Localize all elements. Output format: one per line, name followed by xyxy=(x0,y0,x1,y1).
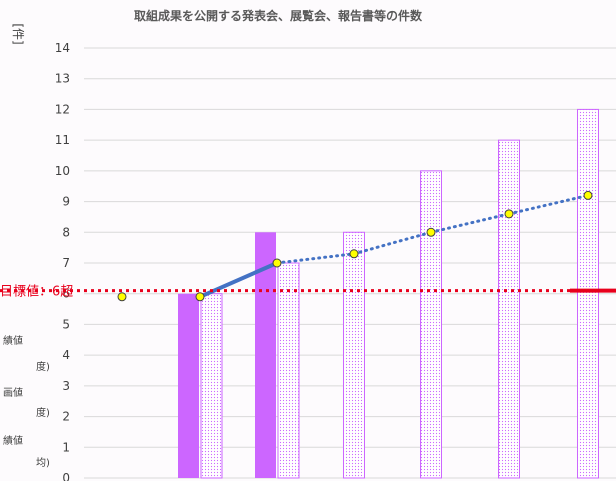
bar-plan xyxy=(577,108,599,479)
y-tick-label: 3 xyxy=(62,379,70,393)
trend-line-dotted-segment xyxy=(275,252,356,265)
trend-line-point xyxy=(117,292,127,302)
target-label: 目標値：6超 xyxy=(0,284,73,300)
y-tick-label: 9 xyxy=(62,195,70,209)
legend-fragments: 績値度)画値度)績値均) xyxy=(3,334,50,469)
legend-fragment: 績値 xyxy=(3,434,23,447)
bar-plan xyxy=(343,231,365,479)
bars xyxy=(178,108,599,479)
target-line-group: 目標値：6超 xyxy=(0,284,616,300)
y-tick-label: 8 xyxy=(62,225,70,239)
legend-fragment: 度) xyxy=(36,360,50,373)
y-tick-label: 6 xyxy=(62,287,70,301)
y-tick-label: 4 xyxy=(62,348,70,362)
y-tick-label: 10 xyxy=(55,164,70,178)
y-axis-label: [件] xyxy=(11,23,25,44)
y-axis-label-group: [件] xyxy=(11,23,25,44)
legend-fragment: 績値 xyxy=(3,334,23,347)
y-tick-label: 14 xyxy=(55,41,70,55)
trend-line-dotted-segment xyxy=(429,212,511,234)
bar-actual xyxy=(178,293,199,478)
trend-line-dotted-segment xyxy=(507,193,590,216)
bar-plan xyxy=(498,139,520,479)
legend-fragment: 均) xyxy=(36,457,50,469)
legend-fragment: 画値 xyxy=(3,386,23,399)
chart-title: 取組成果を公開する発表会、展覧会、報告書等の件数 xyxy=(134,8,423,23)
y-tick-label: 1 xyxy=(62,440,70,454)
trend-line-point xyxy=(349,249,359,259)
trend-line-point xyxy=(195,292,205,302)
legend-fragment: 度) xyxy=(36,406,50,419)
y-tick-label: 5 xyxy=(62,317,70,331)
trend-line-dotted-segment xyxy=(352,230,433,256)
y-tick-label: 11 xyxy=(55,133,70,147)
trend-line-point xyxy=(583,190,593,200)
bar-plan xyxy=(277,262,300,479)
trend-line-point xyxy=(272,258,282,268)
y-tick-label: 13 xyxy=(55,72,70,86)
y-tick-label: 2 xyxy=(62,410,70,424)
trend-line-point xyxy=(426,227,436,237)
bar-plan xyxy=(420,170,442,479)
bar-plan xyxy=(200,293,223,479)
y-tick-label: 0 xyxy=(62,471,70,481)
y-tick-label: 7 xyxy=(62,256,70,270)
y-tick-label: 12 xyxy=(55,102,70,116)
trend-line-point xyxy=(504,209,514,219)
bar-actual xyxy=(255,232,276,478)
trend-line xyxy=(117,190,593,302)
